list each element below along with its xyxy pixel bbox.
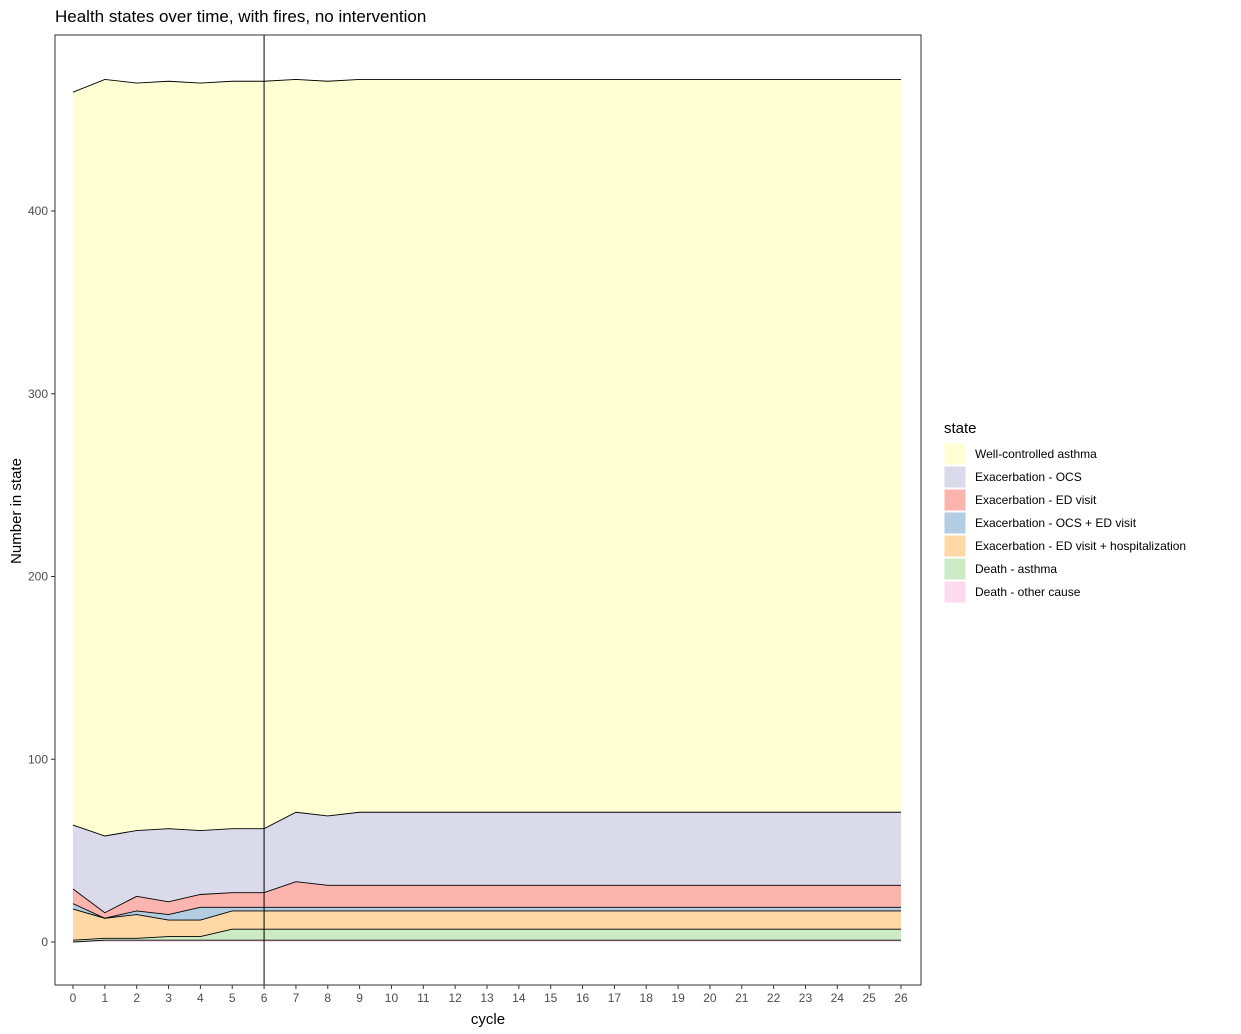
x-tick-label: 26 xyxy=(894,991,908,1005)
area-outline-death-other-cause xyxy=(72,939,901,943)
x-tick-label: 16 xyxy=(576,991,590,1005)
legend-label: Death - other cause xyxy=(975,585,1081,599)
y-tick-label: 400 xyxy=(28,204,48,218)
x-tick-label: 2 xyxy=(133,991,140,1005)
area-death-other-cause xyxy=(73,940,901,942)
x-tick-label: 9 xyxy=(356,991,363,1005)
legend-item-exacerbation-ed-visit: Exacerbation - ED visit xyxy=(943,488,1097,512)
x-tick-label: 24 xyxy=(831,991,845,1005)
legend-swatch xyxy=(943,511,967,535)
y-axis: 0 100 200 300 400 xyxy=(28,204,55,949)
x-tick-label: 5 xyxy=(229,991,236,1005)
legend-label: Well-controlled asthma xyxy=(975,447,1097,461)
area-well-controlled-asthma xyxy=(73,79,901,837)
x-tick-label: 18 xyxy=(640,991,654,1005)
legend-swatch xyxy=(943,580,967,604)
y-tick-label: 300 xyxy=(28,387,48,401)
area-exacerbation-ocs xyxy=(73,812,901,913)
x-tick-label: 19 xyxy=(671,991,685,1005)
legend-item-well-controlled-asthma: Well-controlled asthma xyxy=(943,442,1097,466)
panel-border xyxy=(54,34,922,986)
x-tick-label: 7 xyxy=(293,991,300,1005)
x-tick-label: 3 xyxy=(165,991,172,1005)
x-tick-label: 14 xyxy=(512,991,526,1005)
legend-items: Well-controlled asthma Exacerbation - OCS… xyxy=(943,442,1186,604)
area-outline-group xyxy=(72,78,901,943)
legend-item-exacerbation-ocs: Exacerbation - OCS xyxy=(943,465,1082,489)
legend-label: Exacerbation - ED visit + hospitalizatio… xyxy=(975,539,1186,553)
legend-label: Exacerbation - OCS + ED visit xyxy=(975,516,1137,530)
legend-label: Exacerbation - ED visit xyxy=(975,493,1097,507)
area-outline-exacerbation-ocs xyxy=(72,811,901,837)
legend: state Well-controlled asthma Exacerbation… xyxy=(943,420,1186,604)
legend-label: Exacerbation - OCS xyxy=(975,470,1082,484)
x-tick-label: 11 xyxy=(417,991,430,1005)
area-exacerbation-ocs-ed-visit xyxy=(73,903,901,921)
x-tick-label: 12 xyxy=(448,991,462,1005)
x-tick-label: 25 xyxy=(862,991,876,1005)
legend-swatch xyxy=(943,534,967,558)
legend-item-death-other-cause: Death - other cause xyxy=(943,580,1081,604)
plot-area xyxy=(54,34,922,986)
legend-swatch xyxy=(943,442,967,466)
legend-label: Death - asthma xyxy=(975,562,1057,576)
area-series-group xyxy=(73,79,901,942)
x-tick-label: 15 xyxy=(544,991,558,1005)
legend-swatch xyxy=(943,488,967,512)
chart-title: Health states over time, with fires, no … xyxy=(55,7,426,26)
x-tick-label: 20 xyxy=(703,991,717,1005)
x-tick-label: 17 xyxy=(608,991,622,1005)
x-tick-label: 23 xyxy=(799,991,813,1005)
x-tick-label: 1 xyxy=(102,991,109,1005)
legend-item-exacerbation-ocs-ed-visit: Exacerbation - OCS + ED visit xyxy=(943,511,1137,535)
area-outline-exacerbation-ed-visit xyxy=(72,881,901,914)
x-tick-label: 21 xyxy=(735,991,749,1005)
area-outline-exacerbation-ed-visit-hospitalization xyxy=(72,908,901,921)
y-axis-title: Number in state xyxy=(8,458,25,564)
area-outline-death-asthma xyxy=(72,928,901,941)
area-death-asthma xyxy=(73,929,901,942)
legend-swatch xyxy=(943,465,967,489)
legend-swatch xyxy=(943,557,967,581)
y-tick-label: 200 xyxy=(28,570,48,584)
area-outline-well-controlled-asthma xyxy=(72,78,901,93)
x-tick-label: 4 xyxy=(197,991,204,1005)
legend-item-exacerbation-ed-visit-hospitalization: Exacerbation - ED visit + hospitalizatio… xyxy=(943,534,1186,558)
area-exacerbation-ed-visit-hospitalization xyxy=(73,909,901,941)
legend-item-death-asthma: Death - asthma xyxy=(943,557,1057,581)
x-tick-label: 13 xyxy=(480,991,494,1005)
area-exacerbation-ed-visit xyxy=(73,881,901,919)
x-tick-label: 8 xyxy=(324,991,331,1005)
x-tick-label: 10 xyxy=(385,991,399,1005)
x-tick-label: 22 xyxy=(767,991,781,1005)
y-tick-label: 0 xyxy=(41,935,48,949)
area-outline-exacerbation-ocs-ed-visit xyxy=(72,903,901,919)
x-axis: 0 1 2 3 4 5 6 7 8 9 10 11 12 13 14 15 16 17 18 19 20 21 22 23 24… xyxy=(70,985,908,1005)
x-tick-label: 6 xyxy=(261,991,268,1005)
y-tick-label: 100 xyxy=(28,752,48,766)
x-tick-label: 0 xyxy=(70,991,77,1005)
legend-title: state xyxy=(944,420,977,437)
x-axis-title: cycle xyxy=(471,1011,505,1028)
